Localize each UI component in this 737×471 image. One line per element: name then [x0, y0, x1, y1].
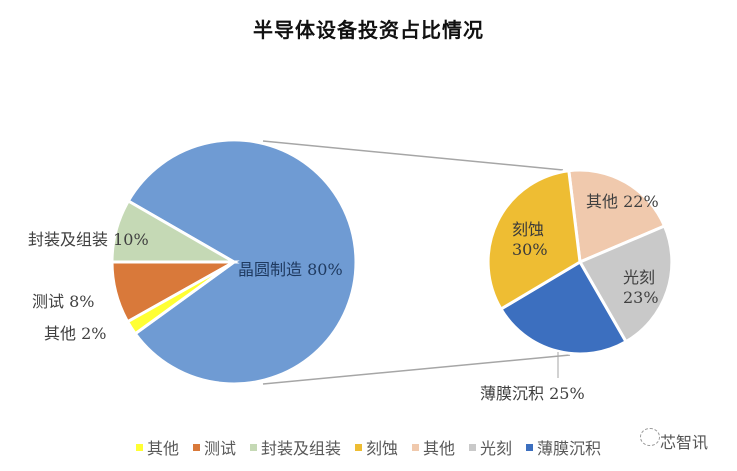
legend-item-etch[interactable]: 刻蚀	[354, 435, 398, 459]
connector-bottom	[262, 354, 571, 385]
legend-item-test[interactable]: 测试	[192, 435, 236, 459]
legend-item-litho[interactable]: 光刻	[469, 435, 512, 459]
legend-swatch-icon	[192, 443, 200, 451]
label-litho-pct: 23%	[623, 288, 659, 307]
label-other: 其他 2%	[44, 324, 107, 343]
watermark: 芯智讯	[660, 433, 709, 452]
label-etch-pct: 30%	[512, 240, 548, 259]
legend-swatch-icon	[135, 443, 143, 451]
slice-sub-other[interactable]	[567, 168, 667, 265]
legend-swatch-icon	[526, 443, 534, 451]
legend-item-other[interactable]: 其他	[135, 435, 179, 459]
legend-swatch-icon	[469, 443, 477, 451]
legend-swatch-icon	[412, 443, 419, 451]
main-pie	[110, 138, 358, 386]
slice-film[interactable]	[498, 259, 629, 356]
sub-pie	[486, 168, 674, 356]
label-litho-name: 光刻	[623, 268, 656, 287]
legend: 其他 测试 封装及组装 刻蚀 其他 光刻 薄膜沉积	[0, 435, 737, 459]
chart-title: 半导体设备投资占比情况	[253, 18, 484, 42]
label-packaging: 封装及组装 10%	[28, 230, 149, 249]
legend-item-sub-other[interactable]: 其他	[412, 435, 455, 459]
slice-litho[interactable]	[577, 224, 674, 344]
legend-item-film[interactable]: 薄膜沉积	[526, 435, 601, 459]
legend-swatch-icon	[249, 443, 257, 451]
label-sub-other: 其他 22%	[586, 192, 659, 211]
label-etch-name: 刻蚀	[512, 220, 545, 239]
slice-other[interactable]	[125, 260, 235, 336]
wechat-icon	[640, 428, 660, 446]
label-film: 薄膜沉积 25%	[480, 384, 585, 403]
slice-wafer[interactable]	[126, 138, 358, 386]
connector-top	[262, 140, 564, 171]
legend-swatch-icon	[354, 443, 362, 451]
legend-item-packaging[interactable]: 封装及组装	[249, 435, 341, 459]
label-test: 测试 8%	[32, 292, 95, 311]
slice-etch[interactable]	[486, 169, 582, 312]
label-wafer: 晶圆制造 80%	[238, 260, 343, 279]
